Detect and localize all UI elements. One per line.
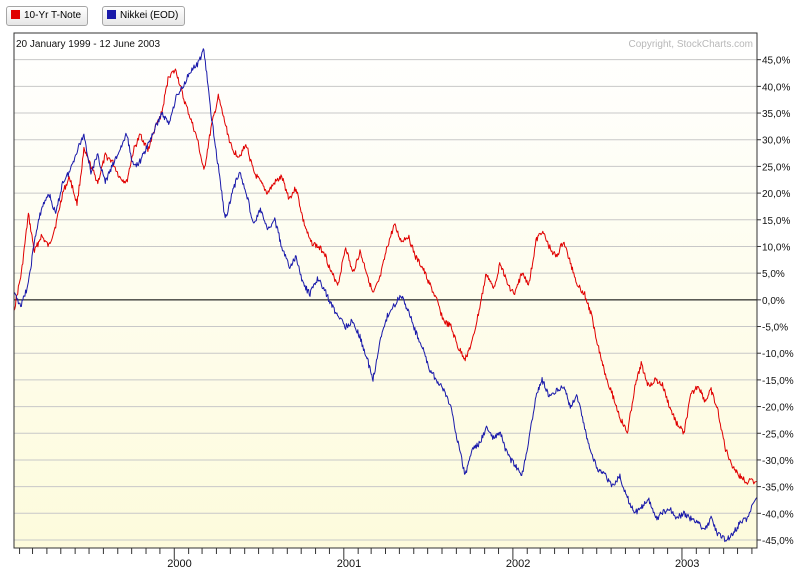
legend-label-nikkei: Nikkei (EOD) <box>120 10 179 21</box>
x-axis: 2000 2001 2002 2003 <box>19 548 753 570</box>
x-tick-label: 2000 <box>167 558 191 570</box>
x-tick-label: 2001 <box>337 558 361 570</box>
series-line-nikkei <box>13 48 758 543</box>
legend-tab-tnote[interactable]: 10-Yr T-Note <box>6 6 89 26</box>
y-tick-label: 15,0% <box>762 216 790 227</box>
grid-lines <box>14 59 757 541</box>
legend-label-tnote: 10-Yr T-Note <box>24 10 82 21</box>
copyright-label: Copyright, StockCharts.com <box>629 39 754 50</box>
y-tick-label: 30,0% <box>762 136 790 147</box>
y-tick-label: 45,0% <box>762 56 790 67</box>
nikkei-color-swatch <box>107 10 116 19</box>
y-tick-label: 0,0% <box>762 296 785 307</box>
y-tick-label: -35,0% <box>762 483 794 494</box>
y-tick-label: -30,0% <box>762 456 794 467</box>
x-tick-label: 2002 <box>506 558 530 570</box>
y-tick-label: -25,0% <box>762 429 794 440</box>
legend-tab-nikkei[interactable]: Nikkei (EOD) <box>102 6 186 26</box>
y-tick-label: -5,0% <box>762 323 788 334</box>
series-line-tnote <box>13 68 758 485</box>
y-tick-label: 25,0% <box>762 162 790 173</box>
x-tick-label: 2003 <box>675 558 699 570</box>
y-tick-label: 40,0% <box>762 82 790 93</box>
y-tick-label: -20,0% <box>762 403 794 414</box>
y-tick-label: -40,0% <box>762 509 794 520</box>
y-tick-label: 5,0% <box>762 269 785 280</box>
y-tick-label: -15,0% <box>762 376 794 387</box>
y-tick-label: 20,0% <box>762 189 790 200</box>
tnote-color-swatch <box>11 10 20 19</box>
plot-area <box>14 33 757 548</box>
date-range-label: 20 January 1999 - 12 June 2003 <box>16 39 160 50</box>
y-tick-label: 10,0% <box>762 242 790 253</box>
series-layer <box>13 48 758 543</box>
y-tick-label: 35,0% <box>762 109 790 120</box>
y-tick-label: -45,0% <box>762 536 794 547</box>
y-axis-labels: 45,0% 40,0% 35,0% 30,0% 25,0% 20,0% 15,0% 10,0%… <box>757 56 794 547</box>
y-tick-label: -10,0% <box>762 349 794 360</box>
